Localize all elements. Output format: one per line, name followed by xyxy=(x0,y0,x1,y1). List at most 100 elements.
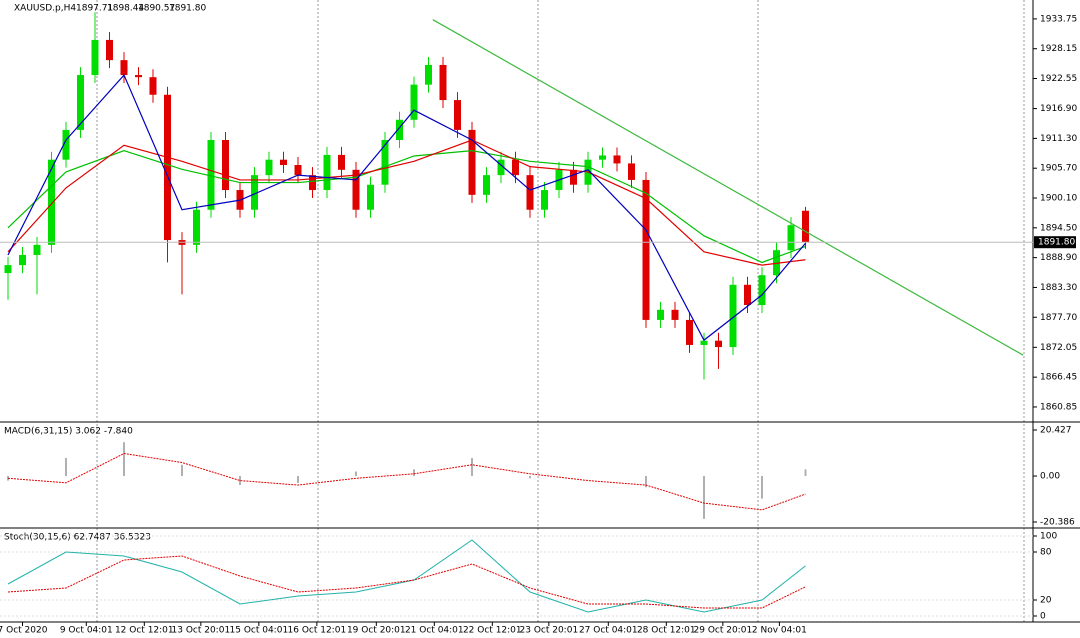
x-tick-label: 23 Oct 20:01 xyxy=(520,626,579,636)
candle-body xyxy=(802,210,809,243)
candle-body xyxy=(758,275,766,306)
candle-body xyxy=(599,155,606,160)
macd-bar xyxy=(529,476,531,479)
indicator-title: Stoch(30,15,6) 62.7487 36.5323 xyxy=(4,533,151,543)
candle-body xyxy=(367,184,374,210)
symbol-title: XAUUSD.p,H4 xyxy=(14,4,76,14)
x-tick-label: 19 Oct 20:01 xyxy=(347,626,406,636)
candle-body xyxy=(425,64,432,85)
candle-body xyxy=(700,340,708,345)
candle-body xyxy=(381,140,389,185)
candle-body xyxy=(135,75,142,78)
indicator-line xyxy=(7,150,806,264)
candle-body xyxy=(222,140,229,191)
y-tick-label: 1911.30 xyxy=(1040,134,1077,144)
y-tick-label: 80 xyxy=(1040,548,1052,558)
candle-body xyxy=(77,75,84,130)
macd-bar xyxy=(181,464,183,477)
macd-bar xyxy=(645,476,647,488)
x-tick-label: 15 Oct 04:01 xyxy=(230,626,289,636)
macd-bar xyxy=(7,476,9,481)
candle-body xyxy=(396,119,403,140)
header-value: 1897.71 xyxy=(76,4,113,14)
candle-body xyxy=(729,284,737,348)
y-tick-label: 1916.90 xyxy=(1040,104,1077,114)
x-tick-label: 2 Nov 04:01 xyxy=(752,626,807,636)
candle-body xyxy=(106,39,113,61)
candle-body xyxy=(91,39,99,76)
candle-body xyxy=(352,169,360,210)
candle-body xyxy=(570,169,577,185)
indicator-line xyxy=(7,73,806,342)
candle-body xyxy=(294,165,302,176)
macd-bar xyxy=(413,469,415,477)
macd-bar xyxy=(471,458,473,477)
macd-bar xyxy=(703,476,705,519)
macd-bar xyxy=(239,476,241,486)
x-tick-label: 21 Oct 04:01 xyxy=(405,626,464,636)
indicator-line xyxy=(7,139,806,266)
x-tick-label: 27 Oct 04:01 xyxy=(579,626,638,636)
macd-bar xyxy=(761,476,763,499)
candle-body xyxy=(193,209,200,245)
candle-body xyxy=(744,284,751,306)
candle-body xyxy=(686,319,693,345)
candle-body xyxy=(773,250,780,276)
y-tick-label: 1877.70 xyxy=(1040,313,1077,323)
macd-bar xyxy=(804,469,807,477)
y-tick-label: 1883.30 xyxy=(1040,283,1077,293)
x-tick-label: 13 Oct 20:01 xyxy=(172,626,231,636)
candle-body xyxy=(207,140,215,210)
macd-bar xyxy=(355,471,357,477)
indicator-line xyxy=(432,19,1024,356)
x-tick-label: 7 Oct 2020 xyxy=(0,626,48,636)
y-tick-label: 0.00 xyxy=(1040,472,1060,482)
candle-body xyxy=(628,163,635,180)
indicator-line xyxy=(7,452,806,511)
candle-body xyxy=(715,340,722,348)
candle-body xyxy=(309,175,316,191)
candle-body xyxy=(642,179,650,320)
indicator-title: MACD(6,31,15) 3.062 -7.840 xyxy=(4,427,133,437)
y-tick-label: 1928.15 xyxy=(1040,44,1077,54)
candle-body xyxy=(338,154,345,170)
candle-body xyxy=(454,100,461,130)
candle-body xyxy=(120,60,128,76)
candle-body xyxy=(19,254,26,266)
candle-body xyxy=(4,265,12,274)
x-tick-label: 22 Oct 12:01 xyxy=(463,626,522,636)
candle-body xyxy=(33,244,41,255)
indicator-line xyxy=(7,555,806,609)
y-tick-label: -20.386 xyxy=(1040,517,1075,527)
candle-body xyxy=(410,84,418,120)
macd-bar xyxy=(65,458,67,477)
candle-body xyxy=(787,225,795,251)
macd-bar xyxy=(123,442,125,477)
x-tick-label: 16 Oct 12:01 xyxy=(288,626,347,636)
y-tick-label: 1900.10 xyxy=(1040,194,1077,204)
candle-body xyxy=(48,159,55,245)
candle-body xyxy=(323,154,331,191)
y-tick-label: 1933.75 xyxy=(1040,14,1077,24)
header-value: 1898.44 xyxy=(107,4,144,14)
candle-body xyxy=(483,175,490,195)
candle-body xyxy=(613,155,621,164)
candle-body xyxy=(251,175,258,210)
x-tick-label: 29 Oct 20:01 xyxy=(694,626,753,636)
y-tick-label: 1860.85 xyxy=(1040,402,1077,412)
y-tick-label: 0 xyxy=(1040,612,1046,622)
header-value: 1891.80 xyxy=(169,4,206,14)
candle-body xyxy=(149,77,157,95)
y-tick-label: 20 xyxy=(1040,596,1052,606)
candle-body xyxy=(671,309,679,320)
candle-body xyxy=(541,190,548,210)
y-tick-label: 1866.45 xyxy=(1040,373,1077,383)
candle-body xyxy=(497,159,505,176)
y-tick-label: 20.427 xyxy=(1040,426,1072,436)
candle-body xyxy=(280,159,287,166)
candle-body xyxy=(62,129,70,160)
y-tick-label: 1922.55 xyxy=(1040,74,1077,84)
x-tick-label: 9 Oct 04:01 xyxy=(60,626,113,636)
candle-body xyxy=(164,94,171,241)
